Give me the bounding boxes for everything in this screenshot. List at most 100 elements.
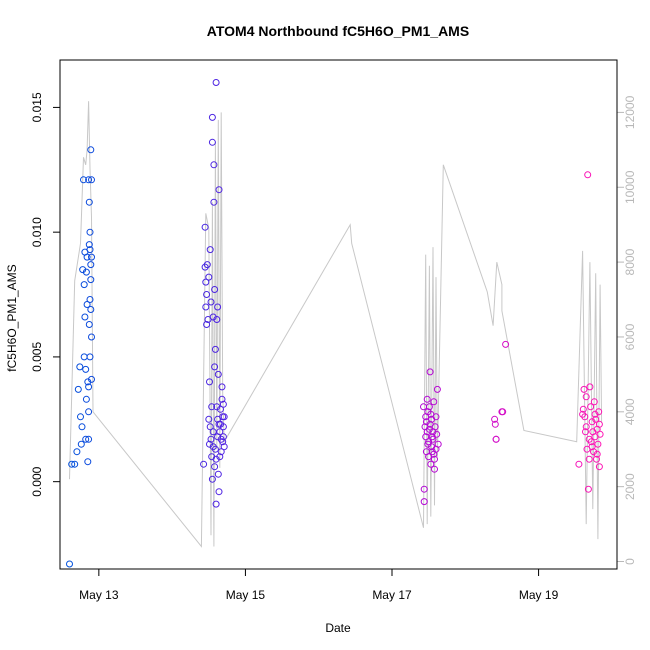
data-point: [200, 460, 208, 468]
data-point: [206, 378, 213, 386]
y-tick-label: 0.010: [30, 217, 44, 247]
data-point: [430, 450, 438, 458]
data-point: [582, 393, 590, 401]
data-point: [214, 303, 222, 311]
data-point: [596, 430, 604, 438]
data-point: [220, 413, 228, 421]
data-point: [203, 321, 211, 328]
data-point: [499, 408, 507, 416]
right-axis-tick-label: 6000: [623, 323, 637, 350]
data-point: [424, 440, 432, 448]
data-point: [86, 353, 94, 361]
data-point: [434, 440, 442, 448]
data-point: [218, 395, 226, 403]
data-point: [215, 420, 223, 428]
data-point: [220, 443, 228, 451]
data-point: [203, 261, 211, 269]
data-point: [87, 306, 95, 313]
x-axis-label: Date: [325, 621, 351, 635]
data-point: [593, 450, 601, 458]
data-point: [575, 460, 583, 468]
data-point: [214, 470, 222, 478]
data-point: [427, 410, 435, 418]
x-tick-label: May 19: [519, 588, 559, 602]
right-axis-tick-label: 12000: [623, 95, 637, 129]
data-point: [591, 410, 599, 418]
data-point: [431, 455, 438, 463]
data-point: [85, 176, 93, 184]
data-point: [210, 198, 218, 206]
data-point: [74, 385, 82, 393]
data-point: [422, 433, 430, 441]
data-point: [208, 138, 216, 146]
data-point: [582, 423, 590, 431]
data-point: [584, 485, 592, 493]
data-point: [420, 498, 428, 506]
data-point: [219, 438, 227, 446]
data-point: [208, 475, 216, 483]
y-tick-label: 0.000: [30, 466, 44, 496]
data-point: [213, 316, 221, 323]
data-point: [83, 253, 91, 261]
data-point: [588, 443, 596, 451]
data-point: [76, 363, 84, 371]
data-point: [585, 435, 593, 443]
data-point: [85, 435, 93, 443]
data-point: [217, 405, 224, 413]
x-tick-label: May 15: [226, 588, 266, 602]
data-point: [71, 460, 79, 468]
data-point: [201, 223, 209, 231]
data-point: [431, 465, 438, 473]
axes-layer: May 13 May 15 May 17 May 19 0.000 0.005 0.010 0…: [30, 92, 637, 602]
x-tick-label: May 17: [372, 588, 412, 602]
data-point: [426, 368, 434, 376]
data-point: [427, 460, 435, 468]
data-point: [85, 383, 93, 391]
x-tick-label: May 13: [79, 588, 119, 602]
data-point: [208, 403, 216, 411]
chart-title: ATOM4 Northbound fC5H6O_PM1_AMS: [207, 23, 469, 39]
data-point: [82, 365, 90, 373]
data-point: [211, 363, 219, 371]
data-point: [80, 281, 88, 289]
data-point: [215, 186, 223, 194]
data-point: [207, 298, 215, 306]
secondary-series-layer: [69, 101, 603, 548]
data-point: [88, 176, 95, 184]
data-point: [433, 385, 441, 393]
data-point: [430, 398, 438, 406]
data-point: [214, 370, 222, 378]
data-point: [212, 455, 220, 463]
data-point: [581, 413, 589, 421]
data-point: [491, 420, 499, 428]
data-point: [87, 261, 95, 269]
data-point: [84, 458, 92, 466]
data-point: [431, 423, 439, 431]
y-axis-label: fC5H6O_PM1_AMS: [5, 264, 19, 371]
data-point: [77, 413, 84, 421]
data-point: [587, 403, 595, 411]
data-point: [207, 435, 215, 443]
data-point: [210, 161, 218, 169]
data-point: [206, 423, 214, 431]
data-point: [88, 375, 95, 383]
data-point: [582, 428, 589, 436]
y-tick-label: 0.015: [30, 92, 44, 122]
data-point: [492, 435, 500, 443]
secondary-series-line: [69, 101, 603, 548]
data-point: [212, 79, 220, 86]
data-point: [585, 455, 593, 463]
plot-frame: [59, 59, 618, 570]
data-point: [68, 460, 76, 468]
data-point: [80, 176, 87, 184]
data-point: [77, 440, 85, 448]
data-point: [502, 340, 510, 348]
data-point: [422, 418, 430, 426]
data-point: [78, 423, 86, 431]
data-point: [211, 286, 219, 293]
data-point: [202, 303, 210, 311]
data-point: [420, 485, 428, 493]
data-point: [82, 435, 90, 443]
